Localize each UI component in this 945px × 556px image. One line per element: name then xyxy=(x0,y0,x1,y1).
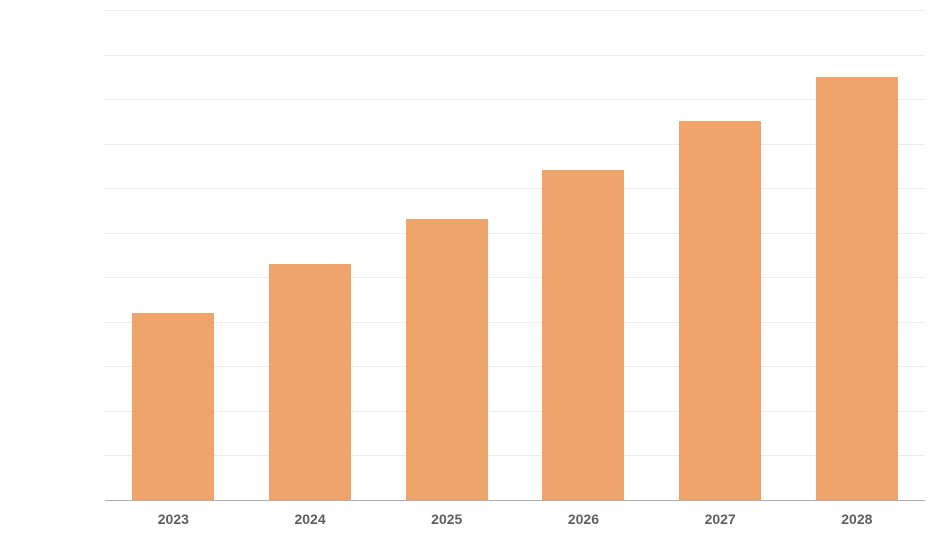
bar xyxy=(406,219,488,500)
x-axis-label: 2023 xyxy=(158,511,189,527)
x-axis-label: 2027 xyxy=(705,511,736,527)
bar xyxy=(679,121,761,500)
gridline xyxy=(105,500,925,501)
x-axis-label: 2024 xyxy=(294,511,325,527)
bar xyxy=(542,170,624,500)
x-axis-label: 2025 xyxy=(431,511,462,527)
bar xyxy=(816,77,898,500)
bar xyxy=(269,264,351,500)
bars-container xyxy=(105,10,925,500)
bar xyxy=(132,313,214,500)
bar-chart xyxy=(105,10,925,500)
x-axis-label: 2028 xyxy=(841,511,872,527)
x-axis-labels: 2023 2024 2025 2026 2027 2028 xyxy=(105,505,925,535)
x-axis-label: 2026 xyxy=(568,511,599,527)
